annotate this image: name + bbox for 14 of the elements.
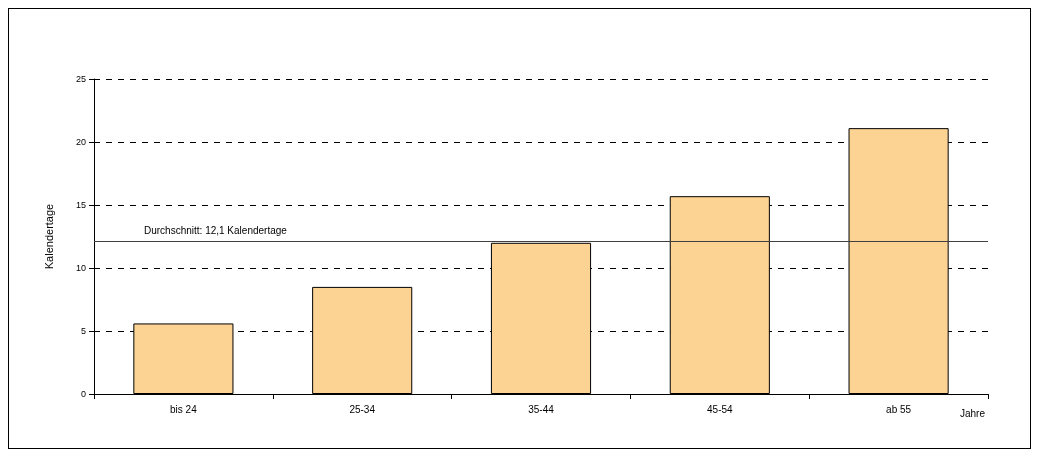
y-tick-label: 10 — [75, 263, 86, 273]
y-tick-label: 25 — [75, 74, 86, 84]
x-tick-label: 45-54 — [707, 403, 734, 415]
x-tick-label: 35-44 — [528, 403, 555, 415]
y-axis-title: Kalendertage — [42, 203, 55, 270]
x-tick-label: bis 24 — [170, 403, 198, 415]
y-tick-label: 20 — [75, 137, 86, 147]
x-axis-title: Jahre — [960, 407, 986, 419]
y-tick-label: 5 — [80, 326, 86, 336]
y-tick-label: 15 — [75, 200, 86, 210]
x-tick-label: 25-34 — [349, 403, 376, 415]
x-tick-label: ab 55 — [886, 403, 912, 415]
ref-line-label: Durchschnitt: 12,1 Kalendertage — [144, 225, 288, 237]
y-tick-label: 0 — [80, 389, 86, 399]
